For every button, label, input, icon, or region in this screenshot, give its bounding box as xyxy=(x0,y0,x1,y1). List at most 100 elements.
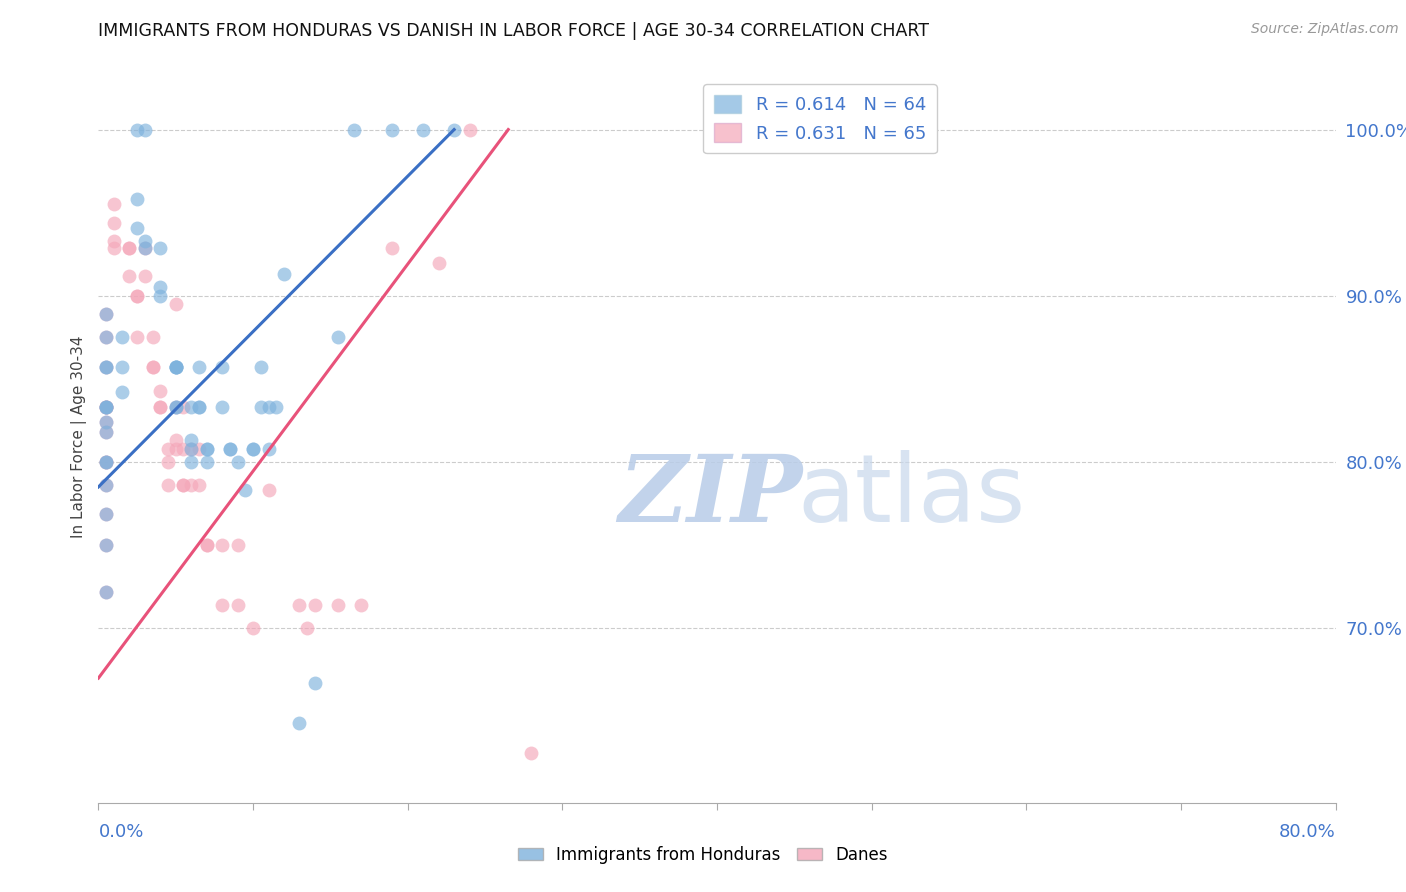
Point xyxy=(134,241,156,255)
Point xyxy=(134,234,156,248)
Point xyxy=(288,716,311,731)
Point xyxy=(165,400,187,414)
Point xyxy=(96,507,118,521)
Point xyxy=(134,122,156,136)
Point xyxy=(96,415,118,429)
Point xyxy=(127,330,149,344)
Point xyxy=(195,442,218,456)
Point xyxy=(257,400,280,414)
Point xyxy=(157,442,180,456)
Point xyxy=(149,241,172,255)
Point xyxy=(96,584,118,599)
Point xyxy=(103,197,125,211)
Point xyxy=(188,400,211,414)
Point xyxy=(288,598,311,612)
Y-axis label: In Labor Force | Age 30-34: In Labor Force | Age 30-34 xyxy=(72,335,87,539)
Point xyxy=(226,538,249,552)
Point xyxy=(188,400,211,414)
Point xyxy=(188,360,211,375)
Point xyxy=(173,478,195,492)
Point xyxy=(257,442,280,456)
Point xyxy=(242,621,264,635)
Point xyxy=(180,478,202,492)
Point xyxy=(165,400,187,414)
Point xyxy=(96,507,118,521)
Point xyxy=(242,442,264,456)
Point xyxy=(180,400,202,414)
Point xyxy=(103,234,125,248)
Point xyxy=(257,483,280,498)
Point xyxy=(96,455,118,469)
Point xyxy=(134,241,156,255)
Point xyxy=(188,442,211,456)
Point xyxy=(118,241,141,255)
Point xyxy=(142,360,165,375)
Point xyxy=(96,478,118,492)
Point xyxy=(111,330,134,344)
Point xyxy=(96,400,118,414)
Point xyxy=(165,400,187,414)
Text: ZIP: ZIP xyxy=(619,450,803,541)
Point xyxy=(127,289,149,303)
Point xyxy=(350,598,373,612)
Point xyxy=(127,220,149,235)
Point xyxy=(96,400,118,414)
Point xyxy=(326,598,350,612)
Point xyxy=(165,360,187,375)
Point xyxy=(142,330,165,344)
Text: 0.0%: 0.0% xyxy=(98,822,143,841)
Point xyxy=(96,330,118,344)
Point xyxy=(520,746,543,760)
Point xyxy=(195,538,218,552)
Point xyxy=(226,455,249,469)
Point xyxy=(165,297,187,311)
Point xyxy=(111,385,134,400)
Text: 80.0%: 80.0% xyxy=(1279,822,1336,841)
Point xyxy=(458,122,481,136)
Point xyxy=(180,442,202,456)
Point xyxy=(96,330,118,344)
Point xyxy=(127,289,149,303)
Point xyxy=(149,289,172,303)
Point xyxy=(96,400,118,414)
Point xyxy=(443,122,465,136)
Point xyxy=(149,400,172,414)
Point xyxy=(96,360,118,375)
Point xyxy=(273,267,295,281)
Point xyxy=(103,216,125,230)
Point xyxy=(297,621,319,635)
Text: Source: ZipAtlas.com: Source: ZipAtlas.com xyxy=(1251,22,1399,37)
Point xyxy=(96,400,118,414)
Point xyxy=(250,360,273,375)
Text: atlas: atlas xyxy=(797,450,1026,541)
Point xyxy=(118,268,141,283)
Point xyxy=(180,455,202,469)
Point xyxy=(165,360,187,375)
Point xyxy=(142,360,165,375)
Point xyxy=(96,425,118,439)
Point xyxy=(96,307,118,321)
Point xyxy=(96,400,118,414)
Point xyxy=(219,442,242,456)
Point xyxy=(195,538,218,552)
Point xyxy=(165,442,187,456)
Point xyxy=(157,478,180,492)
Point xyxy=(173,478,195,492)
Point xyxy=(157,455,180,469)
Point xyxy=(96,538,118,552)
Point xyxy=(180,442,202,456)
Point xyxy=(96,415,118,429)
Point xyxy=(266,400,288,414)
Point xyxy=(134,268,156,283)
Point xyxy=(195,455,218,469)
Point xyxy=(96,360,118,375)
Point xyxy=(381,241,404,255)
Point xyxy=(149,384,172,398)
Point xyxy=(165,360,187,375)
Point xyxy=(173,400,195,414)
Text: IMMIGRANTS FROM HONDURAS VS DANISH IN LABOR FORCE | AGE 30-34 CORRELATION CHART: IMMIGRANTS FROM HONDURAS VS DANISH IN LA… xyxy=(98,22,929,40)
Point xyxy=(96,455,118,469)
Point xyxy=(173,442,195,456)
Point xyxy=(180,434,202,448)
Point xyxy=(427,255,450,269)
